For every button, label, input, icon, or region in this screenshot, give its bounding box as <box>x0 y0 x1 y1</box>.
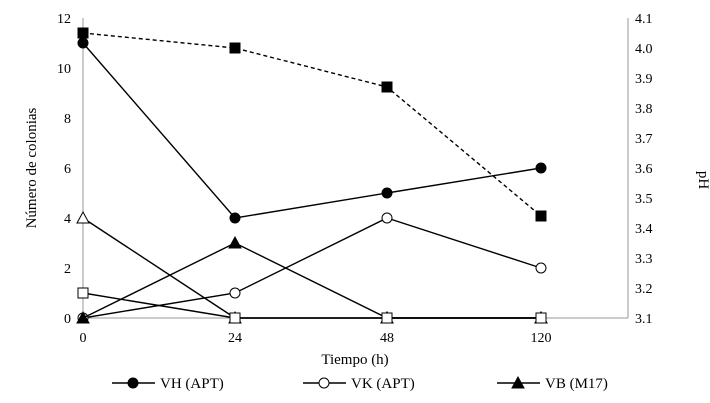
y2-tick-labels: 3.1 3.2 3.3 3.4 3.5 3.6 3.7 3.8 3.9 4.0 4.1 <box>635 12 653 327</box>
y2-tick-label: 3.6 <box>635 162 653 177</box>
data-point <box>76 210 90 224</box>
legend-label: VH (APT) <box>160 376 224 392</box>
y-tick-label: 6 <box>64 162 71 177</box>
y2-axis-title: pH <box>695 171 710 190</box>
data-point <box>535 312 547 324</box>
data-point <box>228 235 242 249</box>
data-point <box>381 312 393 324</box>
y-tick-label: 8 <box>64 112 71 127</box>
data-point <box>535 162 547 174</box>
series-2 <box>76 235 548 324</box>
y-axis-title: Número de colonias <box>24 107 40 228</box>
legend-label: VK (APT) <box>351 376 415 392</box>
legend-label: VB (M17) <box>545 376 608 392</box>
y2-tick-label: 3.2 <box>635 282 653 297</box>
series-line <box>82 217 542 319</box>
series-3 <box>76 210 548 324</box>
data-point <box>229 42 241 54</box>
y-tick-labels: 0 2 4 6 8 10 12 <box>57 12 71 327</box>
data-point <box>229 312 241 324</box>
data-point <box>381 187 393 199</box>
y2-tick-label: 3.4 <box>635 222 653 237</box>
legend-item: VB (M17) <box>497 375 608 392</box>
series-line <box>82 292 541 319</box>
series-1 <box>77 212 547 324</box>
y2-tick-label: 3.3 <box>635 252 653 267</box>
data-point <box>229 287 241 299</box>
series-line <box>82 217 541 319</box>
data-point <box>77 287 89 299</box>
series-line <box>82 42 542 219</box>
legend-item: VH (APT) <box>112 376 224 392</box>
legend-item: VK (APT) <box>303 376 415 392</box>
x-tick-label: 24 <box>228 331 242 346</box>
x-tick-label: 0 <box>80 331 87 346</box>
y2-tick-label: 3.8 <box>635 102 653 117</box>
y2-tick-label: 3.7 <box>635 132 653 147</box>
series-0 <box>77 37 547 224</box>
data-point <box>77 27 89 39</box>
y2-tick-label: 3.5 <box>635 192 653 207</box>
data-point <box>535 210 547 222</box>
y-tick-label: 12 <box>57 12 71 27</box>
y2-tick-label: 3.9 <box>635 72 653 87</box>
series-4 <box>77 287 547 324</box>
data-point <box>535 262 547 274</box>
legend-marker <box>511 375 525 389</box>
legend: VH (APT) VK (APT) VB (M17) <box>112 375 608 392</box>
y2-tick-label: 4.1 <box>635 12 653 27</box>
y2-tick-label: 4.0 <box>635 42 653 57</box>
y-tick-label: 10 <box>57 62 71 77</box>
x-axis-title: Tiempo (h) <box>321 352 388 368</box>
data-point <box>229 212 241 224</box>
y-tick-label: 2 <box>64 262 71 277</box>
legend-marker <box>318 377 330 389</box>
x-tick-labels: 0 24 48 120 <box>80 331 552 346</box>
series-group <box>76 27 548 324</box>
data-point <box>381 212 393 224</box>
series-line <box>82 32 542 217</box>
legend-marker <box>127 377 139 389</box>
y-tick-label: 4 <box>64 212 71 227</box>
x-tick-label: 120 <box>531 331 552 346</box>
series-5 <box>77 27 547 222</box>
y2-tick-label: 3.1 <box>635 312 653 327</box>
y-tick-label: 0 <box>64 312 71 327</box>
x-tick-label: 48 <box>380 331 394 346</box>
data-point <box>77 37 89 49</box>
data-point <box>381 81 393 93</box>
data-point <box>76 310 90 324</box>
